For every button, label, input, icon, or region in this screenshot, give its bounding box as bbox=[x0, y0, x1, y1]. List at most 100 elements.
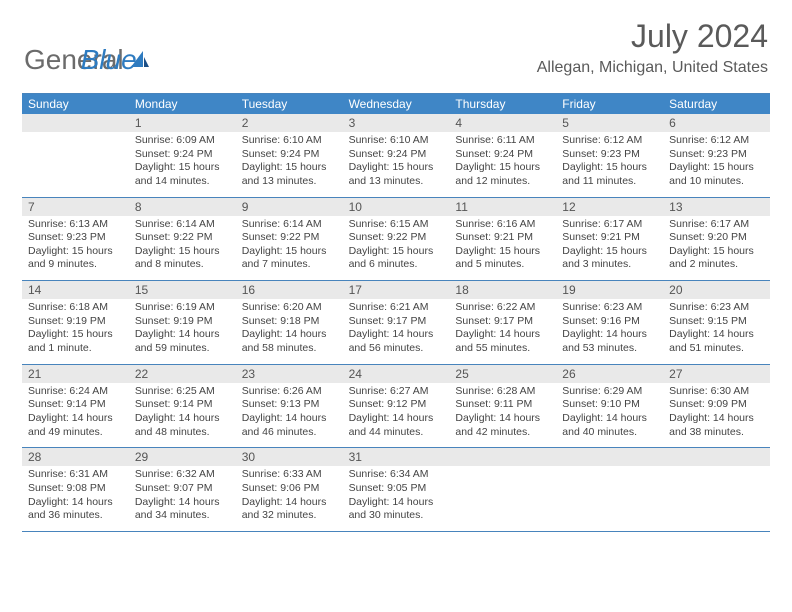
day-number: 25 bbox=[449, 365, 556, 383]
calendar: SundayMondayTuesdayWednesdayThursdayFrid… bbox=[22, 93, 770, 532]
day-cell: Sunrise: 6:15 AMSunset: 9:22 PMDaylight:… bbox=[343, 216, 450, 281]
day-info-line: and 3 minutes. bbox=[562, 258, 657, 272]
day-info-line: Daylight: 15 hours bbox=[28, 245, 123, 259]
day-info-line: Sunrise: 6:22 AM bbox=[455, 301, 550, 315]
day-number: 15 bbox=[129, 281, 236, 299]
day-body-row: Sunrise: 6:24 AMSunset: 9:14 PMDaylight:… bbox=[22, 383, 770, 448]
day-info-line: Sunrise: 6:31 AM bbox=[28, 468, 123, 482]
day-info-line: Sunset: 9:24 PM bbox=[349, 148, 444, 162]
day-cell: Sunrise: 6:11 AMSunset: 9:24 PMDaylight:… bbox=[449, 132, 556, 197]
day-info-line: Daylight: 14 hours bbox=[242, 328, 337, 342]
day-info-line: Daylight: 15 hours bbox=[669, 245, 764, 259]
day-number: 28 bbox=[22, 448, 129, 466]
day-info-line: Daylight: 14 hours bbox=[455, 328, 550, 342]
day-number: 2 bbox=[236, 114, 343, 132]
day-info-line: Sunset: 9:13 PM bbox=[242, 398, 337, 412]
day-info-line: Sunrise: 6:21 AM bbox=[349, 301, 444, 315]
day-info-line: Daylight: 15 hours bbox=[669, 161, 764, 175]
day-info-line: Daylight: 14 hours bbox=[669, 412, 764, 426]
day-info-line: Sunrise: 6:23 AM bbox=[669, 301, 764, 315]
day-info-line: Sunset: 9:22 PM bbox=[349, 231, 444, 245]
day-cell: Sunrise: 6:17 AMSunset: 9:20 PMDaylight:… bbox=[663, 216, 770, 281]
day-info-line: Daylight: 14 hours bbox=[349, 496, 444, 510]
day-cell: Sunrise: 6:29 AMSunset: 9:10 PMDaylight:… bbox=[556, 383, 663, 448]
day-info-line: Sunrise: 6:10 AM bbox=[242, 134, 337, 148]
day-number: 4 bbox=[449, 114, 556, 132]
day-info-line: Sunrise: 6:10 AM bbox=[349, 134, 444, 148]
day-info-line: Sunset: 9:21 PM bbox=[455, 231, 550, 245]
day-info-line: Sunset: 9:18 PM bbox=[242, 315, 337, 329]
day-info-line: Sunset: 9:11 PM bbox=[455, 398, 550, 412]
day-cell: Sunrise: 6:23 AMSunset: 9:16 PMDaylight:… bbox=[556, 299, 663, 364]
day-number: 31 bbox=[343, 448, 450, 466]
day-info-line: Sunset: 9:19 PM bbox=[135, 315, 230, 329]
day-number: 10 bbox=[343, 198, 450, 216]
day-header: Friday bbox=[556, 94, 663, 114]
day-info-line: Daylight: 14 hours bbox=[135, 412, 230, 426]
day-number: 19 bbox=[556, 281, 663, 299]
day-cell: Sunrise: 6:31 AMSunset: 9:08 PMDaylight:… bbox=[22, 466, 129, 531]
day-info-line: Daylight: 14 hours bbox=[28, 496, 123, 510]
day-info-line: Daylight: 15 hours bbox=[135, 161, 230, 175]
day-info-line: Sunset: 9:23 PM bbox=[28, 231, 123, 245]
title-block: July 2024 Allegan, Michigan, United Stat… bbox=[537, 18, 768, 77]
day-number: 21 bbox=[22, 365, 129, 383]
day-info-line: and 8 minutes. bbox=[135, 258, 230, 272]
day-info-line: Sunset: 9:17 PM bbox=[349, 315, 444, 329]
logo-text-blue: Blue bbox=[81, 44, 137, 76]
day-info-line: Sunset: 9:23 PM bbox=[562, 148, 657, 162]
day-cell: Sunrise: 6:17 AMSunset: 9:21 PMDaylight:… bbox=[556, 216, 663, 281]
day-info-line: Daylight: 14 hours bbox=[135, 328, 230, 342]
day-info-line: and 44 minutes. bbox=[349, 426, 444, 440]
day-info-line: Daylight: 14 hours bbox=[349, 412, 444, 426]
day-cell: Sunrise: 6:14 AMSunset: 9:22 PMDaylight:… bbox=[129, 216, 236, 281]
day-info-line: and 58 minutes. bbox=[242, 342, 337, 356]
day-info-line: and 59 minutes. bbox=[135, 342, 230, 356]
day-cell: Sunrise: 6:14 AMSunset: 9:22 PMDaylight:… bbox=[236, 216, 343, 281]
day-info-line: Daylight: 14 hours bbox=[242, 412, 337, 426]
day-info-line: and 38 minutes. bbox=[669, 426, 764, 440]
day-header: Tuesday bbox=[236, 94, 343, 114]
day-info-line: and 49 minutes. bbox=[28, 426, 123, 440]
day-info-line: and 2 minutes. bbox=[669, 258, 764, 272]
day-info-line: Sunset: 9:12 PM bbox=[349, 398, 444, 412]
day-number: 22 bbox=[129, 365, 236, 383]
day-info-line: Sunrise: 6:17 AM bbox=[562, 218, 657, 232]
day-cell: Sunrise: 6:27 AMSunset: 9:12 PMDaylight:… bbox=[343, 383, 450, 448]
day-info-line: Sunset: 9:20 PM bbox=[669, 231, 764, 245]
day-info-line: Sunrise: 6:20 AM bbox=[242, 301, 337, 315]
day-header: Wednesday bbox=[343, 94, 450, 114]
day-number: 30 bbox=[236, 448, 343, 466]
day-info-line: Daylight: 15 hours bbox=[562, 245, 657, 259]
day-info-line: Sunset: 9:24 PM bbox=[242, 148, 337, 162]
day-info-line: Sunset: 9:21 PM bbox=[562, 231, 657, 245]
day-info-line: Sunset: 9:24 PM bbox=[135, 148, 230, 162]
day-info-line: and 7 minutes. bbox=[242, 258, 337, 272]
day-number: 14 bbox=[22, 281, 129, 299]
day-info-line: Daylight: 14 hours bbox=[28, 412, 123, 426]
day-info-line: Sunrise: 6:12 AM bbox=[562, 134, 657, 148]
day-info-line: Sunset: 9:23 PM bbox=[669, 148, 764, 162]
day-info-line: Sunrise: 6:13 AM bbox=[28, 218, 123, 232]
day-info-line: and 9 minutes. bbox=[28, 258, 123, 272]
day-info-line: Sunrise: 6:33 AM bbox=[242, 468, 337, 482]
day-number: 26 bbox=[556, 365, 663, 383]
day-number: 13 bbox=[663, 198, 770, 216]
day-info-line: Sunset: 9:14 PM bbox=[135, 398, 230, 412]
day-info-line: Sunset: 9:10 PM bbox=[562, 398, 657, 412]
day-body-row: Sunrise: 6:13 AMSunset: 9:23 PMDaylight:… bbox=[22, 216, 770, 281]
day-number: 29 bbox=[129, 448, 236, 466]
day-body-row: Sunrise: 6:09 AMSunset: 9:24 PMDaylight:… bbox=[22, 132, 770, 197]
day-info-line: Sunrise: 6:28 AM bbox=[455, 385, 550, 399]
day-cell: Sunrise: 6:24 AMSunset: 9:14 PMDaylight:… bbox=[22, 383, 129, 448]
day-info-line: Sunset: 9:16 PM bbox=[562, 315, 657, 329]
day-cell: Sunrise: 6:19 AMSunset: 9:19 PMDaylight:… bbox=[129, 299, 236, 364]
day-cell: Sunrise: 6:32 AMSunset: 9:07 PMDaylight:… bbox=[129, 466, 236, 531]
day-info-line: Sunrise: 6:12 AM bbox=[669, 134, 764, 148]
day-info-line: Sunset: 9:06 PM bbox=[242, 482, 337, 496]
day-info-line: Sunset: 9:22 PM bbox=[242, 231, 337, 245]
day-cell: Sunrise: 6:12 AMSunset: 9:23 PMDaylight:… bbox=[663, 132, 770, 197]
day-info-line: and 56 minutes. bbox=[349, 342, 444, 356]
day-number: 7 bbox=[22, 198, 129, 216]
week: 28293031 Sunrise: 6:31 AMSunset: 9:08 PMD… bbox=[22, 448, 770, 532]
